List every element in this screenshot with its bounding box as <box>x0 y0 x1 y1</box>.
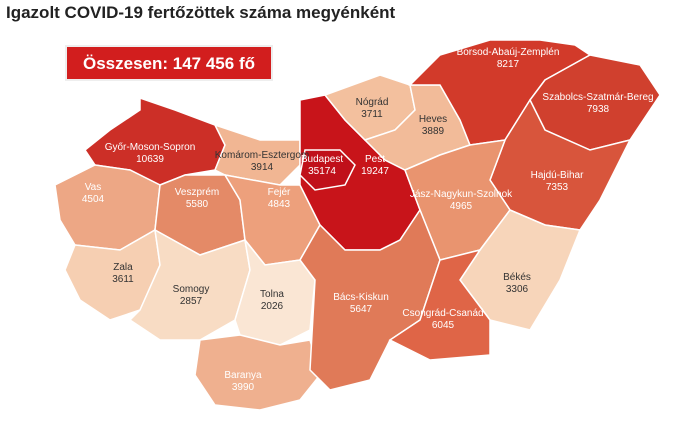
county-name: Borsod-Abaúj-Zemplén <box>457 47 560 58</box>
total-box <box>65 45 273 81</box>
county-name: Tolna <box>260 289 284 300</box>
county-value: 7353 <box>546 182 569 193</box>
county-value: 4504 <box>82 194 105 205</box>
county-value: 5647 <box>350 304 373 315</box>
county-value: 8217 <box>497 59 520 70</box>
county-name: Csongrád-Csanád <box>402 308 483 319</box>
county-value: 10639 <box>136 154 164 165</box>
county-value: 2857 <box>180 296 203 307</box>
county-value: 4965 <box>450 201 473 212</box>
county-name: Nógrád <box>356 97 389 108</box>
county-value: 5580 <box>186 199 209 210</box>
county-value: 6045 <box>432 320 455 331</box>
county <box>299 149 356 191</box>
county-value: 3990 <box>232 382 255 393</box>
title: Igazolt COVID-19 fertőzöttek száma megyé… <box>6 3 396 22</box>
county-name: Fejér <box>268 187 291 198</box>
county-name: Somogy <box>173 284 210 295</box>
county-name: Bács-Kiskun <box>333 292 389 303</box>
county-value: 2026 <box>261 301 284 312</box>
county-value: 3306 <box>506 284 529 295</box>
county-name: Veszprém <box>175 187 219 198</box>
county-name: Vas <box>85 182 102 193</box>
county-value: 4843 <box>268 199 291 210</box>
county-name: Jász-Nagykun-Szolnok <box>410 189 513 200</box>
county-name: Budapest <box>301 154 343 165</box>
county-value: 3889 <box>422 126 445 137</box>
county-name: Zala <box>113 262 133 273</box>
county-name: Békés <box>503 272 531 283</box>
county <box>388 248 491 361</box>
county-name: Győr-Moson-Sopron <box>105 142 196 153</box>
county <box>234 237 316 346</box>
county-value: 3711 <box>361 109 383 120</box>
county-value: 35174 <box>308 166 336 177</box>
county-value: 7938 <box>587 104 610 115</box>
total: Összesen: 147 456 fő <box>83 54 255 73</box>
county-value: 3914 <box>251 162 274 173</box>
county-name: Hajdú-Bihar <box>531 170 584 181</box>
county-name: Komárom-Esztergom <box>215 150 309 161</box>
county-value: 19247 <box>361 166 389 177</box>
county-name: Szabolcs-Szatmár-Bereg <box>542 92 653 103</box>
county-name: Pest <box>365 154 385 165</box>
county-name: Heves <box>419 114 447 125</box>
county-value: 3611 <box>112 274 134 285</box>
county <box>194 334 321 411</box>
county-name: Baranya <box>224 370 262 381</box>
